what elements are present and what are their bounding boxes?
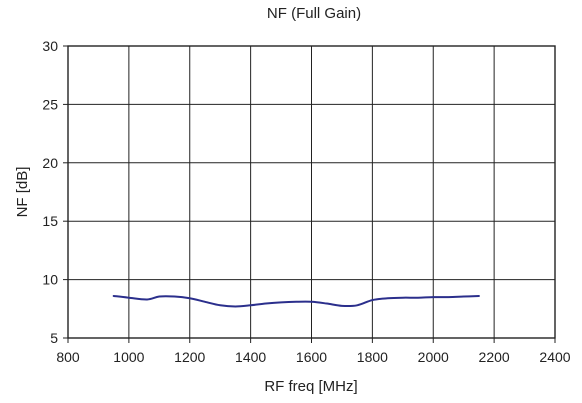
- x-tick-label: 2200: [479, 349, 510, 365]
- x-tick-label: 1400: [235, 349, 266, 365]
- y-tick-label: 5: [50, 330, 58, 346]
- y-axis-label: NF [dB]: [14, 167, 31, 218]
- tick-labels: 800 1000 1200 1400 1600 1800 2000 2200 2400 5 10 15…: [42, 38, 570, 365]
- y-tick-label: 30: [42, 38, 58, 54]
- x-tick-label: 2400: [539, 349, 570, 365]
- series-layer: [112, 294, 480, 308]
- grid-lines: [63, 45, 556, 343]
- x-tick-label: 1800: [357, 349, 388, 365]
- x-tick-label: 800: [56, 349, 80, 365]
- x-tick-label: 1600: [296, 349, 327, 365]
- y-tick-label: 10: [42, 272, 58, 288]
- y-tick-label: 15: [42, 213, 58, 229]
- y-tick-label: 25: [42, 96, 58, 112]
- x-axis-label: RF freq [MHz]: [264, 378, 357, 395]
- x-tick-label: 1000: [113, 349, 144, 365]
- chart-title: NF (Full Gain): [267, 5, 361, 22]
- y-tick-label: 20: [42, 155, 58, 171]
- x-tick-label: 2000: [418, 349, 449, 365]
- nf-series-line: [112, 294, 480, 308]
- x-tick-label: 1200: [174, 349, 205, 365]
